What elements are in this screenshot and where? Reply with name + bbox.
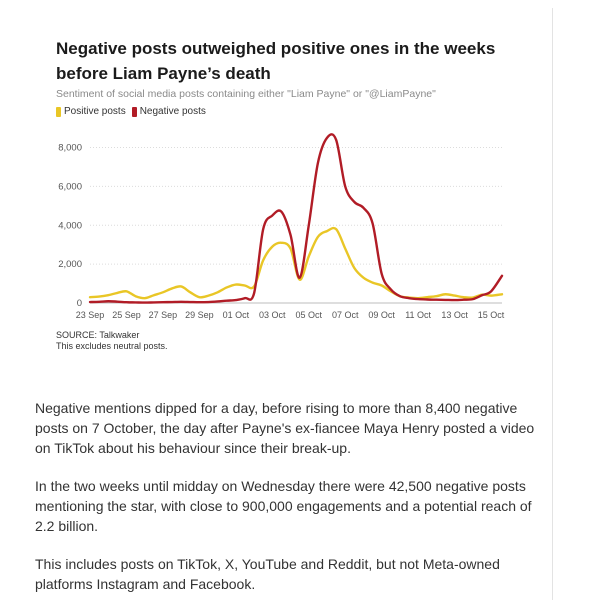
x-tick-label: 25 Sep — [112, 310, 141, 320]
chart-subtitle: Sentiment of social media posts containi… — [56, 88, 436, 100]
line-chart: 0 2,000 4,000 6,000 8,000 23 Sep 25 Sep 27 Sep 2… — [58, 133, 505, 320]
source-note: This excludes neutral posts. — [56, 341, 168, 351]
article-paragraph-2: In the two weeks until midday on Wednesd… — [35, 478, 532, 534]
y-tick-label: 0 — [77, 298, 82, 309]
article-paragraph-3: This includes posts on TikTok, X, YouTub… — [35, 556, 500, 592]
x-tick-label: 13 Oct — [441, 310, 468, 320]
chart-legend: Positive posts Negative posts — [56, 106, 212, 117]
source-text: SOURCE: Talkwaker — [56, 330, 140, 340]
x-tick-label: 09 Oct — [368, 310, 395, 320]
legend-item-negative: Negative posts — [131, 106, 206, 117]
negative-posts-line — [88, 133, 504, 304]
article-paragraph-1: Negative mentions dipped for a day, befo… — [35, 400, 535, 456]
x-tick-label: 29 Sep — [185, 310, 214, 320]
x-tick-label: 05 Oct — [296, 310, 323, 320]
chart-title: Negative posts outweighed positive ones … — [56, 39, 496, 83]
x-tick-label: 27 Sep — [149, 310, 178, 320]
y-tick-label: 4,000 — [58, 220, 82, 231]
x-tick-label: 07 Oct — [332, 310, 359, 320]
y-tick-label: 2,000 — [58, 259, 82, 270]
x-tick-label: 23 Sep — [76, 310, 105, 320]
x-tick-label: 15 Oct — [478, 310, 505, 320]
x-tick-label: 03 Oct — [259, 310, 286, 320]
legend-label-negative: Negative posts — [139, 106, 206, 117]
x-tick-label: 01 Oct — [223, 310, 250, 320]
x-tick-label: 11 Oct — [405, 310, 431, 320]
legend-item-positive: Positive posts — [56, 106, 126, 117]
y-tick-label: 8,000 — [58, 143, 82, 154]
legend-label-positive: Positive posts — [64, 106, 126, 117]
y-tick-label: 6,000 — [58, 181, 82, 192]
chart-source: SOURCE: Talkwaker This excludes neutral … — [56, 330, 168, 352]
legend-swatch-negative — [131, 106, 137, 117]
legend-swatch-positive — [56, 106, 61, 117]
right-divider-line — [552, 8, 553, 600]
